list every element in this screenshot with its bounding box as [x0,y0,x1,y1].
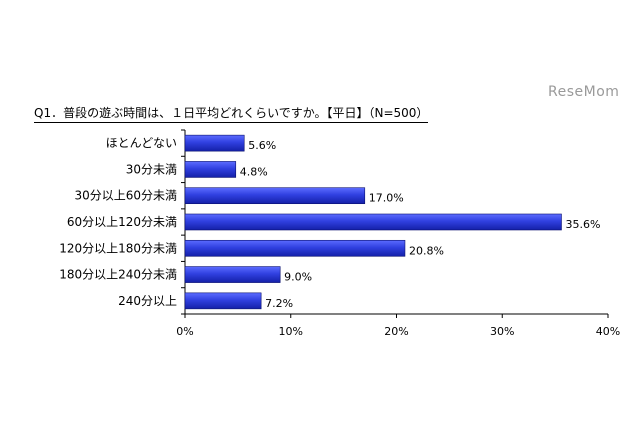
value-label: 17.0% [369,192,404,205]
category-label: 240分以上 [118,294,177,308]
value-label: 20.8% [409,244,444,257]
category-label: 180分以上240分未満 [59,268,177,282]
bar [184,161,237,178]
value-label: 35.6% [565,218,600,231]
x-tick-label: 0% [176,325,193,338]
value-label: 9.0% [284,271,312,284]
bar [184,266,281,283]
chart-labels: 0% 10% 20% 30% 40% ほとんどない 5.6% 30分未満 4.8% 30分以上60… [59,136,620,338]
category-label: 30分以上60分未満 [74,189,177,203]
x-tick-label: 30% [490,325,514,338]
value-label: 5.6% [248,139,276,152]
bar-series [184,134,562,310]
value-label: 7.2% [265,297,293,310]
bar [184,187,366,205]
chart-title: Q1．普段の遊ぶ時間は、１日平均どれくらいですか。【平日】（N=500） [34,104,429,123]
bar [184,213,562,231]
category-label: ほとんどない [106,136,177,150]
bar [184,292,262,310]
category-label: 120分以上180分未満 [59,241,177,255]
watermark-logo: ReseMom [548,84,620,100]
value-label: 4.8% [240,165,268,178]
bar [184,134,245,152]
x-tick-label: 40% [596,325,620,338]
bar [184,239,406,257]
x-tick-label: 20% [384,325,408,338]
x-tick-label: 10% [279,325,303,338]
category-label: 60分以上120分未満 [67,215,177,229]
category-label: 30分未満 [126,162,177,176]
